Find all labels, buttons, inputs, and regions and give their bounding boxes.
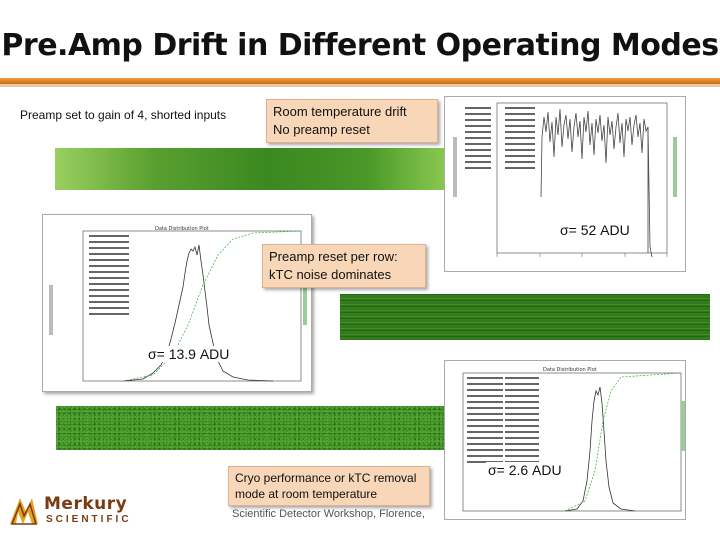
title-rule-lower <box>0 84 720 87</box>
sigma-room-temp: σ= 52 ADU <box>558 222 632 238</box>
image-reset-per-row <box>340 294 710 340</box>
slide-title: Pre.Amp Drift in Different Operating Mod… <box>1 28 719 63</box>
callout-cryo-line2: mode at room temperature <box>235 487 378 501</box>
image-no-reset <box>55 148 445 190</box>
merkury-logo-word: Merkury <box>44 494 128 514</box>
callout-reset-per-row: Preamp reset per row: kTC noise dominate… <box>262 244 426 288</box>
callout-cryo: Cryo performance or kTC removal mode at … <box>228 466 430 506</box>
plot-reset-per-row-svg: Data Distribution Plot <box>49 226 307 382</box>
image-cryo <box>56 406 446 450</box>
plot-cryo-svg: Data Distribution Plot <box>462 367 685 512</box>
plot-right-title: Data Distribution Plot <box>543 367 597 373</box>
slide-subtitle: Preamp set to gain of 4, shorted inputs <box>20 108 227 122</box>
merkury-logo-sub: SCIENTIFIC <box>46 514 132 525</box>
plot-cryo: Data Distribution Plot <box>444 360 686 520</box>
plot-reset-per-row: Data Distribution Plot <box>42 214 312 392</box>
callout-reset-per-row-line1: Preamp reset per row: <box>269 249 398 264</box>
callout-reset-per-row-line2: kTC noise dominates <box>269 267 392 282</box>
sigma-reset-per-row: σ= 13.9 ADU <box>146 346 232 362</box>
title-rule <box>0 78 720 84</box>
callout-room-temp: Room temperature drift No preamp reset <box>266 99 438 143</box>
plot-room-temp <box>444 96 686 272</box>
slide-footer: Scientific Detector Workshop, Florence, <box>232 508 425 520</box>
callout-cryo-line1: Cryo performance or kTC removal <box>235 471 417 485</box>
plot-mid-title: Data Distribution Plot <box>155 226 209 232</box>
plot-room-temp-svg <box>453 102 677 258</box>
callout-room-temp-line2: No preamp reset <box>273 122 370 137</box>
merkury-logo: Merkury SCIENTIFIC <box>6 494 134 528</box>
callout-room-temp-line1: Room temperature drift <box>273 104 407 119</box>
merkury-logo-icon <box>10 498 38 525</box>
sigma-cryo: σ= 2.6 ADU <box>486 462 564 478</box>
